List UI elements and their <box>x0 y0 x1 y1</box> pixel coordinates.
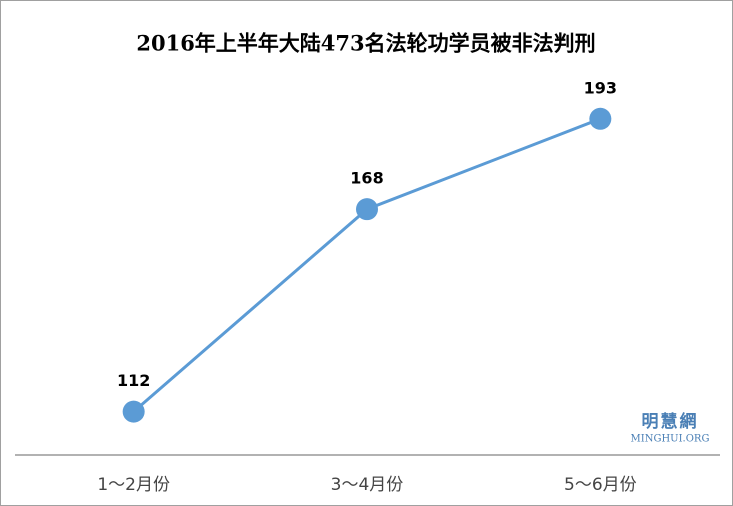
x-tick-label: 3～4月份 <box>331 475 404 495</box>
x-tick-label: 5～6月份 <box>564 475 637 495</box>
chart-title: 2016年上半年大陆473名法轮功学员被非法判刑 <box>136 31 595 56</box>
x-tick-label: 1～2月份 <box>97 475 170 495</box>
watermark-url: MINGHUI.ORG <box>631 434 710 445</box>
marker <box>356 198 378 221</box>
value-label: 112 <box>117 371 150 390</box>
marker <box>122 400 145 423</box>
value-label: 193 <box>584 78 617 97</box>
value-label: 168 <box>350 169 383 188</box>
watermark: 明慧網 <box>642 411 699 432</box>
marker <box>589 107 612 130</box>
